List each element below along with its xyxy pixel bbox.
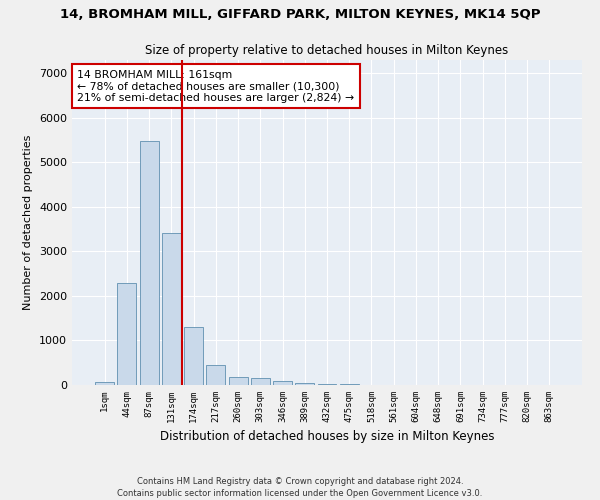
Bar	[184, 326, 203, 385]
Bar	[251, 378, 270, 385]
Y-axis label: Number of detached properties: Number of detached properties	[23, 135, 34, 310]
Text: Contains HM Land Registry data © Crown copyright and database right 2024.
Contai: Contains HM Land Registry data © Crown c…	[118, 476, 482, 498]
Bar	[295, 382, 314, 385]
Title: Size of property relative to detached houses in Milton Keynes: Size of property relative to detached ho…	[145, 44, 509, 58]
Bar	[273, 382, 292, 385]
Bar	[206, 365, 225, 385]
Bar	[118, 284, 136, 385]
Text: 14 BROMHAM MILL: 161sqm
← 78% of detached houses are smaller (10,300)
21% of sem: 14 BROMHAM MILL: 161sqm ← 78% of detache…	[77, 70, 354, 103]
Bar	[229, 377, 248, 385]
Bar	[162, 232, 181, 385]
Bar	[340, 384, 359, 385]
Text: 14, BROMHAM MILL, GIFFARD PARK, MILTON KEYNES, MK14 5QP: 14, BROMHAM MILL, GIFFARD PARK, MILTON K…	[60, 8, 540, 20]
Bar	[317, 384, 337, 385]
Bar	[95, 382, 114, 385]
X-axis label: Distribution of detached houses by size in Milton Keynes: Distribution of detached houses by size …	[160, 430, 494, 444]
Bar	[140, 142, 158, 385]
